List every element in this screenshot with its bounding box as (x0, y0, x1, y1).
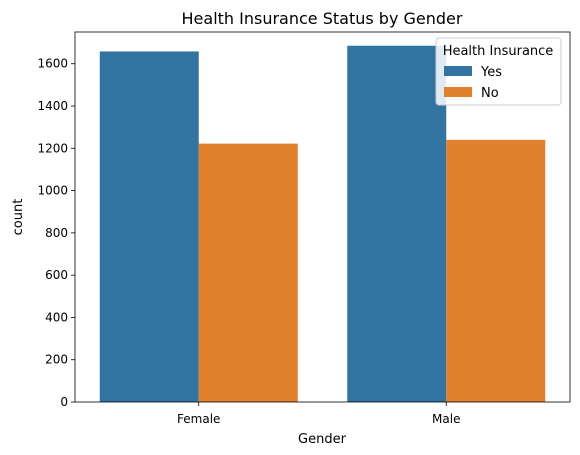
y-tick-label: 1600 (37, 57, 68, 71)
plot-frame (74, 31, 571, 403)
legend-swatch-no (444, 87, 472, 97)
y-tick-label: 0 (60, 395, 68, 409)
chart-title: Health Insurance Status by Gender (182, 9, 463, 28)
bars-layer (99, 45, 546, 403)
y-tick-label: 1000 (37, 184, 68, 198)
y-axis-label: count (11, 199, 26, 236)
bar-no-male (446, 139, 546, 403)
y-tick-label: 800 (45, 226, 68, 240)
bar-no-female (198, 143, 298, 403)
legend-swatch-yes (444, 66, 472, 76)
x-tick-label: Male (432, 412, 460, 426)
y-tick-label: 1200 (37, 141, 68, 155)
y-axis: 0 200 400 600 800 1000 1200 1400 1600 (37, 57, 75, 409)
bar-yes-male (347, 45, 447, 402)
x-axis-label: Gender (298, 432, 347, 447)
y-tick-label: 600 (45, 268, 68, 282)
x-axis: Female Male (177, 402, 460, 426)
bar-yes-female (99, 51, 199, 403)
legend-title: Health Insurance (443, 44, 554, 59)
y-tick-label: 1400 (37, 99, 68, 113)
legend: Health Insurance Yes No (435, 37, 562, 106)
x-tick-label: Female (177, 412, 220, 426)
legend-label-yes: Yes (480, 65, 502, 80)
y-tick-label: 400 (45, 310, 68, 324)
legend-label-no: No (481, 86, 499, 101)
y-tick-label: 200 (45, 353, 68, 367)
